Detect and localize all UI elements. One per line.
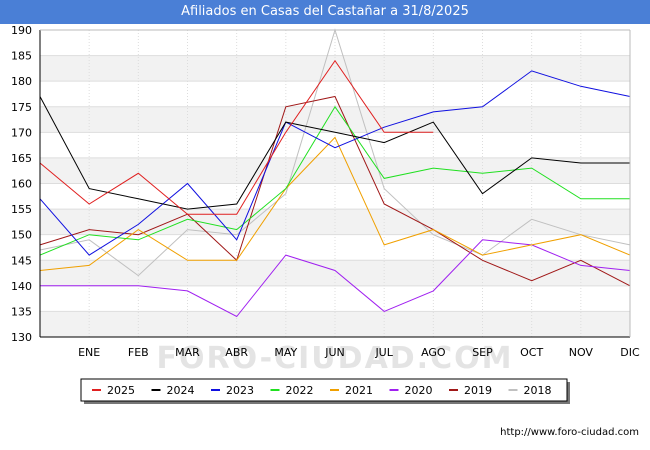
- y-tick-label: 185: [11, 50, 32, 63]
- y-tick-label: 150: [11, 229, 32, 242]
- x-tick-label: MAR: [175, 346, 200, 359]
- series-lines: [39, 28, 631, 318]
- x-tick-labels: ENE FEB MAR ABR MAY JUN JUL AGO SEP OCT NOV DIC: [78, 346, 640, 359]
- y-tick-labels: 130 135 140 145 150 155 160 165 170 175 180 185 190: [11, 24, 32, 344]
- series-line-2025: [39, 59, 434, 215]
- legend-label-2023: 2023: [226, 384, 254, 397]
- y-tick-label: 130: [11, 331, 32, 344]
- legend-label-2022: 2022: [286, 384, 314, 397]
- y-tick-label: 155: [11, 203, 32, 216]
- y-tick-label: 140: [11, 280, 32, 293]
- x-tick-label: JUL: [374, 346, 393, 359]
- x-tick-label: FEB: [128, 346, 149, 359]
- x-tick-label: NOV: [569, 346, 594, 359]
- legend-label-2019: 2019: [464, 384, 492, 397]
- legend-label-2018: 2018: [524, 384, 552, 397]
- x-tick-label: ABR: [225, 346, 248, 359]
- series-line-2019: [39, 95, 631, 287]
- legend-label-2021: 2021: [345, 384, 373, 397]
- series-line-2023: [39, 70, 631, 256]
- x-tick-label: AGO: [421, 346, 446, 359]
- x-tick-label: JUN: [324, 346, 345, 359]
- x-tick-label: SEP: [472, 346, 493, 359]
- y-tick-label: 175: [11, 101, 32, 114]
- y-tick-label: 135: [11, 305, 32, 318]
- legend-label-2024: 2024: [167, 384, 195, 397]
- legend: 2025 2024 2023 2022 2021 2020 2019 2018: [80, 378, 570, 404]
- y-tick-label: 180: [11, 75, 32, 88]
- legend-box: [80, 378, 568, 402]
- y-tick-label: 190: [11, 24, 32, 37]
- x-tick-label: OCT: [520, 346, 543, 359]
- series-line-2021: [39, 136, 631, 271]
- y-tick-label: 165: [11, 152, 32, 165]
- legend-label-2025: 2025: [107, 384, 135, 397]
- x-tick-label: ENE: [78, 346, 100, 359]
- y-tick-label: 170: [11, 126, 32, 139]
- series-line-2024: [39, 96, 630, 210]
- legend-items: 2025 2024 2023 2022 2021 2020 2019 2018: [92, 384, 552, 397]
- chart-title: Afiliados en Casas del Castañar a 31/8/2…: [0, 0, 650, 24]
- grid-band: [40, 106, 630, 133]
- watermark: FORO-CIUDAD.COM: [157, 341, 514, 376]
- x-tick-label: DIC: [620, 346, 640, 359]
- y-tick-label: 145: [11, 254, 32, 267]
- series-line-2022: [39, 105, 630, 256]
- legend-label-2020: 2020: [405, 384, 433, 397]
- grid-band: [40, 55, 630, 82]
- source-credit: http://www.foro-ciudad.com: [500, 427, 639, 438]
- y-tick-label: 160: [11, 178, 32, 191]
- x-tick-label: MAY: [274, 346, 297, 359]
